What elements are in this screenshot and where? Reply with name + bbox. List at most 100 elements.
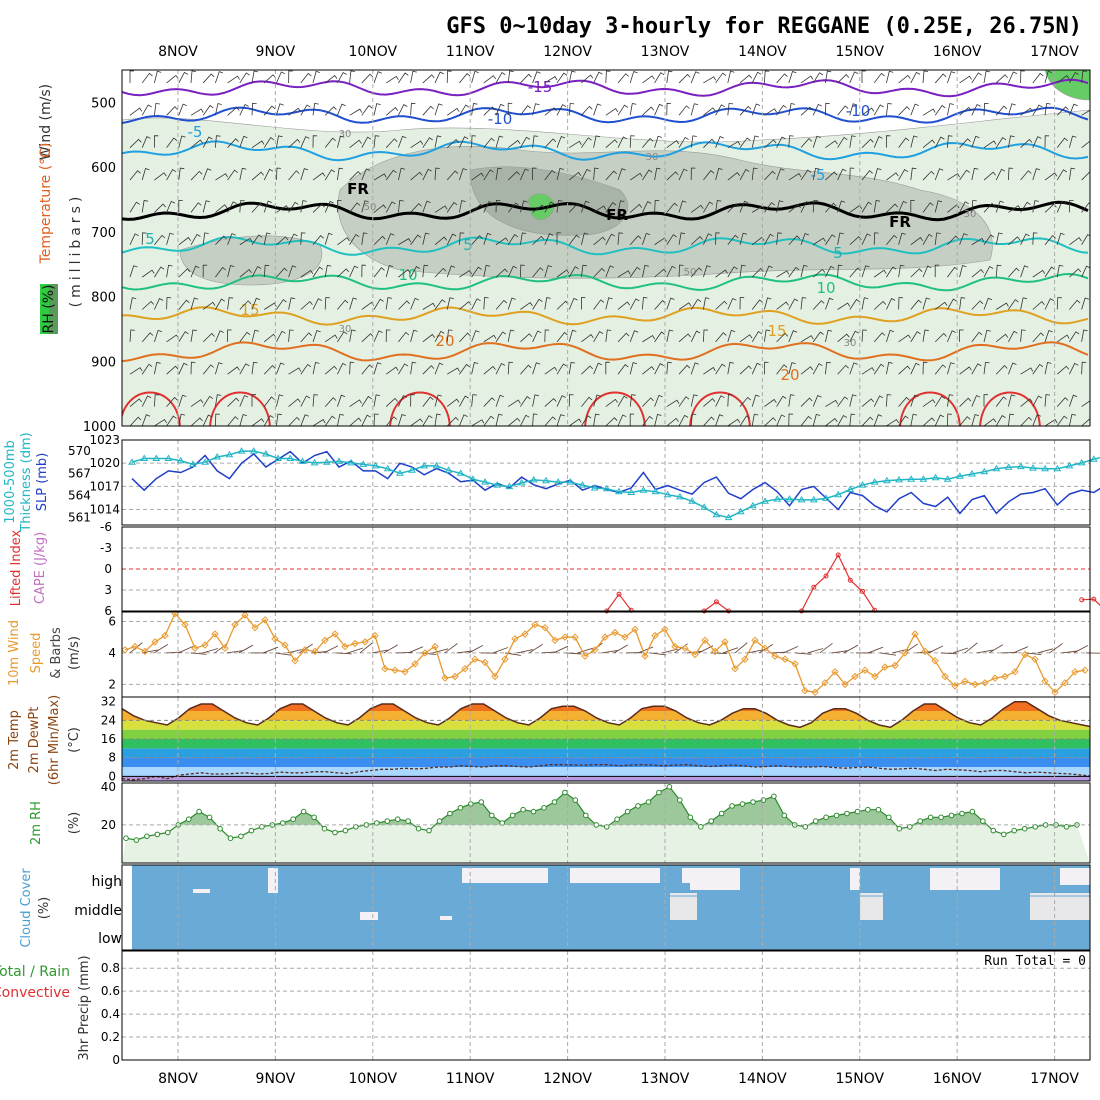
temp-band-5: [122, 720, 1090, 730]
wind-barb: [910, 331, 921, 343]
wind-barb: [166, 415, 177, 426]
surface-wind-barb: [783, 645, 799, 654]
rh-point: [280, 820, 286, 826]
wind-barb: [581, 105, 593, 116]
wind-barb: [812, 413, 821, 426]
wind-barb: [642, 169, 653, 181]
wind-barb: [1044, 102, 1051, 116]
thickness-line-point: [870, 478, 879, 485]
wind-speed-point: [881, 663, 889, 671]
wind-barb: [422, 200, 431, 213]
day-labels-bottom: 8NOV 9NOV 10NOV 11NOV 12NOV 13NOV 14NOV 15NOV 16…: [158, 1071, 1079, 1087]
wind-barb: [568, 234, 580, 246]
wind-barb: [556, 104, 567, 116]
wind-barb: [373, 362, 382, 375]
wind-barb: [581, 200, 590, 213]
wind-speed-point: [241, 611, 249, 619]
cloud-gap-0: [268, 868, 278, 893]
wind-barb: [227, 397, 240, 407]
surface-wind-barb: [383, 644, 399, 654]
label-rh-unit: (%): [67, 812, 82, 835]
cloud-gap-2: [570, 868, 660, 883]
rh-point: [415, 825, 422, 832]
wind-barb: [349, 417, 362, 426]
surface-wind-barb: [1049, 643, 1063, 654]
wind-barb: [849, 103, 858, 116]
wind-barb: [324, 75, 338, 84]
rh-point: [227, 835, 234, 842]
cloud-panel: [132, 865, 1090, 950]
label-total-rain: Total / Rain: [0, 964, 70, 980]
wind-barb: [227, 366, 240, 375]
wind-barb: [263, 137, 275, 148]
wind-barb: [666, 102, 672, 116]
wind-barb: [361, 264, 367, 278]
wind-barb: [861, 265, 870, 278]
wind-barb: [971, 394, 981, 407]
wind-barb: [629, 172, 643, 181]
wind-barb: [1008, 103, 1016, 116]
wind-barb: [385, 329, 391, 342]
wind-barb: [166, 297, 172, 310]
rh-point: [530, 808, 537, 815]
wind-barb: [373, 267, 385, 278]
wind-barb: [312, 172, 326, 181]
wind-barb: [459, 270, 472, 278]
lifted-tick--3: -3: [100, 541, 112, 555]
wind-barb: [178, 331, 189, 343]
label-convective: Convective: [0, 985, 70, 1001]
thickness-line-point: [834, 490, 843, 498]
wind-barb: [422, 105, 434, 116]
wind-barb: [959, 75, 972, 84]
wind-barb: [800, 366, 814, 375]
wind-barb: [154, 70, 162, 84]
wind-barb: [1020, 297, 1028, 310]
wind-barb: [532, 362, 541, 375]
wind-barb: [825, 102, 830, 116]
wind-speed-point: [801, 686, 809, 695]
day-label-bottom-4: 12NOV: [543, 1071, 592, 1087]
precip-tick-0.2: 0.2: [101, 1030, 120, 1044]
wind-barb: [703, 297, 710, 310]
wind-barb: [983, 234, 995, 245]
wind-barb: [1044, 394, 1051, 407]
wind-barb: [727, 102, 734, 116]
wind-barb: [1094, 106, 1100, 116]
wind-speed-point: [331, 630, 339, 638]
wind-barb: [349, 70, 355, 83]
wind-barb: [971, 413, 980, 426]
wind-barb: [764, 265, 773, 278]
wind-barb: [812, 394, 822, 407]
wind-barb: [1020, 170, 1032, 181]
surface-wind-barb: [940, 652, 957, 655]
wind-barb: [483, 200, 493, 213]
surface-wind-barb: [613, 644, 629, 654]
wind-barb: [898, 169, 909, 181]
wind-barb: [129, 170, 141, 181]
thickness-line-point: [578, 481, 587, 488]
wind-speed-point: [231, 620, 239, 629]
wind-barb: [764, 202, 775, 213]
wind-barb: [886, 135, 891, 148]
wind-barb: [654, 199, 660, 213]
wind-barb: [776, 270, 790, 278]
lifted-point: [616, 591, 622, 597]
surface-wind-barb: [275, 652, 292, 656]
frame-precip: [121, 950, 1091, 1061]
wind-barb: [995, 137, 1007, 148]
thickness-line-point: [797, 495, 806, 503]
wind-barb: [568, 102, 575, 116]
wind-barb: [861, 367, 875, 375]
surface-wind-barb: [831, 650, 848, 654]
wind-speed-point: [861, 666, 869, 674]
wind-speed-point: [751, 636, 759, 645]
rh-point: [812, 818, 819, 824]
rh-point: [624, 808, 631, 815]
wind-speed-point: [221, 644, 229, 652]
wind-barb: [532, 413, 538, 426]
wind-barb: [751, 167, 758, 181]
isotherm-p5: [122, 235, 1089, 256]
wind-barb: [629, 298, 640, 310]
wind-barb: [263, 232, 271, 245]
wind-barb: [141, 72, 153, 84]
